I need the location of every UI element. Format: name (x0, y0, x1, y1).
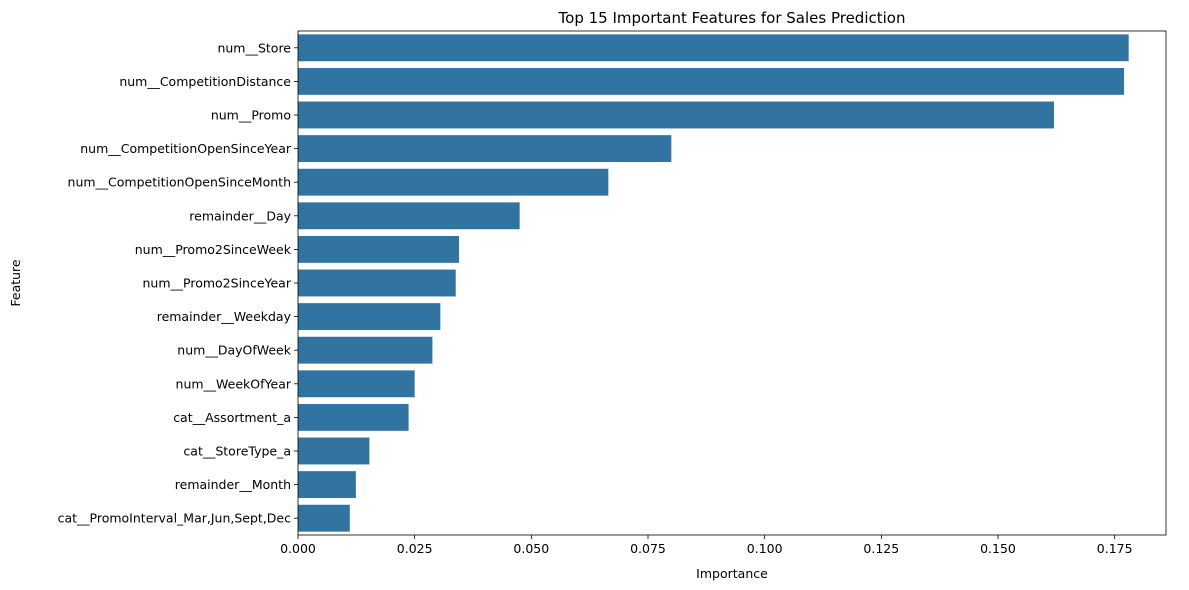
y-axis-ticks: num__Store num__CompetitionDistance num__P… (58, 40, 298, 526)
x-axis-ticks: 0.000 0.025 0.050 0.075 0.100 0.125 0.150 0.175 (280, 535, 1133, 556)
bar (298, 370, 415, 398)
y-tick-label: num__CompetitionDistance (119, 74, 291, 89)
plot-frame (297, 30, 1167, 536)
y-tick-label: num__Promo (211, 108, 291, 123)
y-tick-label: num__Promo2SinceWeek (135, 242, 292, 257)
bar (298, 101, 1054, 129)
y-tick-label: remainder__Day (189, 208, 291, 223)
bar (298, 437, 370, 465)
y-tick-label: num__CompetitionOpenSinceMonth (68, 175, 291, 190)
x-tick-label: 0.075 (630, 541, 666, 556)
x-tick-label: 0.125 (863, 541, 899, 556)
axes-spines (297, 30, 1167, 536)
y-tick-label: remainder__Weekday (157, 309, 292, 324)
x-tick-label: 0.150 (980, 541, 1016, 556)
y-tick-label: num__Store (217, 40, 291, 55)
bar (298, 403, 409, 431)
y-tick-label: remainder__Month (175, 477, 291, 492)
bar (298, 135, 672, 163)
y-tick-label: num__WeekOfYear (176, 376, 292, 391)
x-axis-label: Importance (696, 566, 768, 581)
bar (298, 303, 441, 331)
bar (298, 504, 350, 532)
x-tick-label: 0.050 (513, 541, 549, 556)
bar (298, 168, 609, 196)
y-tick-label: num__Promo2SinceYear (143, 276, 292, 291)
x-tick-label: 0.000 (280, 541, 316, 556)
bar (298, 471, 356, 499)
bar (298, 202, 520, 230)
y-tick-label: cat__Assortment_a (173, 410, 291, 425)
x-tick-label: 0.175 (1097, 541, 1133, 556)
y-axis-label: Feature (8, 259, 23, 307)
bar (298, 34, 1129, 62)
chart-title: Top 15 Important Features for Sales Pred… (558, 9, 906, 27)
y-tick-label: cat__PromoInterval_Mar,Jun,Sept,Dec (58, 511, 292, 526)
x-tick-label: 0.025 (397, 541, 433, 556)
bar (298, 67, 1124, 95)
bars-group (298, 34, 1129, 532)
bar (298, 269, 456, 297)
x-tick-label: 0.100 (747, 541, 783, 556)
bar (298, 336, 433, 364)
y-tick-label: cat__StoreType_a (183, 444, 291, 459)
bar (298, 235, 459, 263)
y-tick-label: num__DayOfWeek (177, 343, 291, 358)
y-tick-label: num__CompetitionOpenSinceYear (80, 141, 292, 156)
